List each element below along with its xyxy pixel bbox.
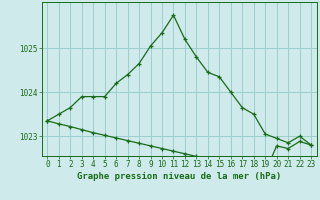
X-axis label: Graphe pression niveau de la mer (hPa): Graphe pression niveau de la mer (hPa) — [77, 172, 281, 181]
